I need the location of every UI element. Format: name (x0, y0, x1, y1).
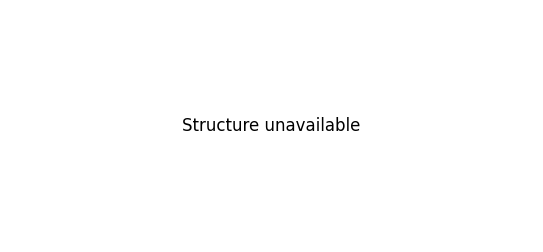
Text: Structure unavailable: Structure unavailable (182, 117, 361, 135)
